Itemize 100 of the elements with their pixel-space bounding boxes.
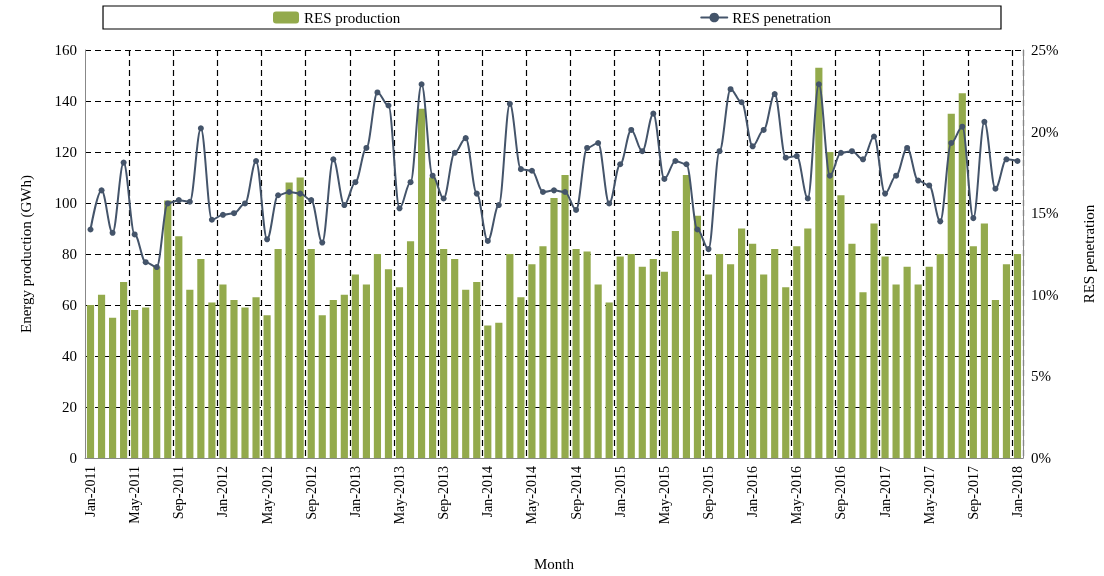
legend-label: RES production	[304, 9, 401, 26]
bar	[914, 284, 922, 458]
bar	[1013, 254, 1022, 458]
x-tick-label: Jan-2013	[347, 466, 363, 518]
bar	[715, 254, 724, 458]
bar	[263, 315, 271, 458]
bar	[793, 246, 801, 458]
bar	[517, 297, 525, 458]
x-tick-label: May-2012	[259, 466, 275, 525]
x-tick-label: Jan-2018	[1009, 466, 1025, 518]
y2-tick-label: 5%	[1031, 368, 1051, 385]
bar	[991, 299, 999, 458]
bar	[627, 254, 635, 458]
y2-tick-label: 20%	[1031, 123, 1059, 140]
bar	[362, 284, 370, 458]
x-tick-label: Sep-2015	[700, 466, 716, 520]
bar	[164, 200, 172, 458]
bar	[351, 274, 359, 458]
bar	[903, 266, 911, 458]
bar	[583, 251, 591, 458]
bar	[561, 174, 569, 458]
x-tick-label: Sep-2012	[303, 466, 319, 520]
bar	[219, 284, 227, 458]
bar	[495, 322, 503, 458]
bar	[693, 215, 702, 458]
bar	[528, 264, 536, 458]
y-tick-label: 80	[62, 246, 77, 262]
y-tick-label: 0	[69, 450, 77, 466]
bar	[826, 152, 834, 458]
bar	[969, 246, 977, 458]
x-tick-label: Jan-2011	[83, 466, 99, 517]
x-tick-label: Jan-2014	[480, 466, 496, 518]
bar	[936, 254, 944, 458]
bar	[881, 256, 889, 458]
bar	[771, 248, 779, 458]
x-tick-label: May-2014	[524, 466, 540, 525]
bar	[142, 307, 150, 458]
bar	[682, 174, 691, 458]
legend-label: RES penetration	[732, 9, 832, 26]
bar	[318, 315, 326, 458]
y-tick-label: 140	[54, 93, 77, 109]
bar	[506, 254, 514, 458]
bar	[274, 248, 282, 458]
x-tick-label: Sep-2016	[833, 466, 849, 520]
bar	[340, 294, 348, 458]
bar	[572, 248, 580, 458]
bar	[230, 299, 238, 458]
bar	[726, 264, 735, 458]
y2-tick-label: 15%	[1031, 205, 1059, 222]
x-tick-label: Sep-2014	[568, 466, 584, 520]
bar	[109, 317, 117, 458]
bar	[638, 266, 646, 458]
bar	[406, 241, 415, 458]
x-tick-label: May-2011	[127, 466, 143, 524]
y-tick-label: 60	[62, 297, 77, 313]
bar	[131, 310, 139, 458]
bar	[329, 299, 337, 458]
bar	[197, 259, 205, 458]
x-tick-label: Jan-2016	[745, 466, 761, 518]
y2-tick-label: 25%	[1031, 42, 1059, 58]
x-tick-label: May-2016	[789, 466, 805, 525]
bar	[649, 259, 657, 458]
bar	[605, 302, 613, 458]
bar	[395, 287, 404, 458]
bar	[307, 248, 315, 458]
x-tick-label: May-2013	[392, 466, 408, 525]
bar	[473, 282, 481, 458]
bar	[384, 269, 393, 458]
bar	[539, 246, 547, 458]
y2-tick-label: 10%	[1031, 286, 1059, 303]
x-tick-label: Sep-2013	[436, 466, 452, 520]
y2-axis-title: RES penetration	[1080, 204, 1097, 304]
bar	[241, 307, 249, 458]
bar	[859, 292, 867, 458]
bar	[86, 305, 95, 458]
x-tick-label: May-2017	[921, 466, 937, 525]
x-tick-label: Sep-2011	[171, 466, 187, 520]
bar	[594, 284, 602, 458]
bar	[671, 231, 679, 458]
y-tick-label: 40	[62, 348, 77, 364]
x-tick-label: May-2015	[656, 466, 672, 525]
bar	[947, 113, 955, 458]
bar	[120, 282, 128, 458]
bar	[208, 302, 216, 458]
bar	[760, 274, 768, 458]
bar	[749, 243, 757, 458]
y-tick-label: 20	[62, 399, 77, 415]
bar	[804, 228, 812, 458]
x-tick-label: Jan-2017	[877, 466, 893, 518]
bar	[958, 93, 966, 458]
bar	[440, 248, 448, 458]
bar	[616, 256, 624, 458]
bar	[870, 223, 878, 458]
bar	[837, 195, 845, 458]
bar	[660, 271, 668, 458]
bar	[252, 297, 260, 458]
bar	[97, 294, 106, 458]
x-tick-label: Jan-2015	[612, 466, 628, 518]
bar	[738, 228, 746, 458]
bar	[892, 284, 900, 458]
